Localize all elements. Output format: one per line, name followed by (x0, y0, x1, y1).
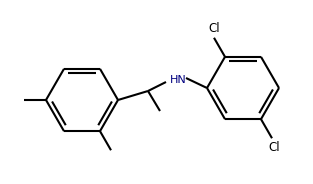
Text: HN: HN (170, 75, 186, 85)
Text: Cl: Cl (208, 22, 220, 35)
Text: Cl: Cl (268, 141, 280, 154)
